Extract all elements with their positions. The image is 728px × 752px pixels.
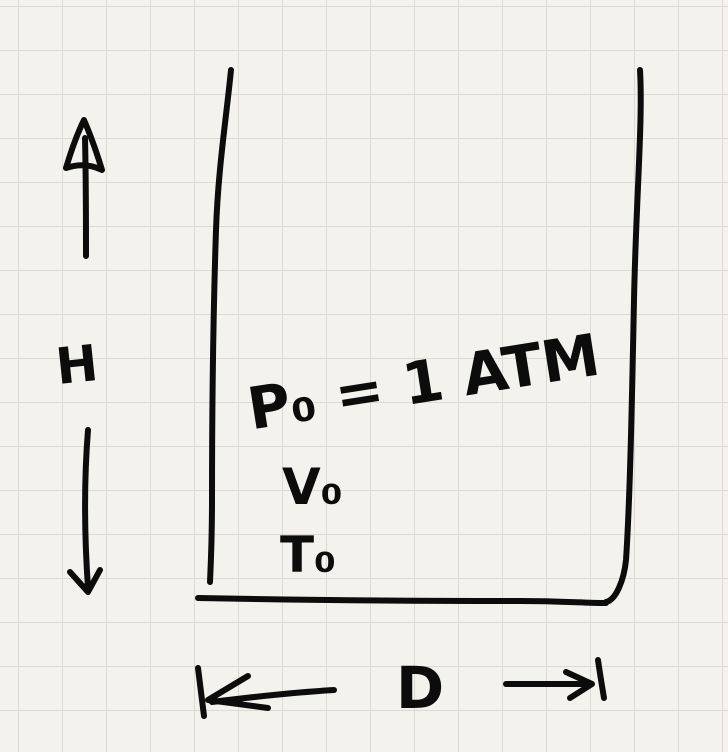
temperature-label: T₀ [280, 526, 337, 584]
height-arrowhead-up [63, 117, 105, 173]
height-arrowhead-down [67, 567, 103, 595]
container-floor [195, 595, 609, 606]
diameter-right-tick [595, 657, 607, 701]
diameter-arrowhead-left [205, 673, 271, 711]
diameter-left-tick [195, 665, 207, 719]
diameter-arrowhead-right [563, 669, 595, 701]
volume-label: V₀ [282, 458, 343, 516]
container-right-wall [603, 67, 644, 605]
container-left-wall [207, 67, 234, 585]
height-arrow-up [82, 135, 89, 259]
diameter-label: D [396, 654, 445, 722]
height-arrow-down [82, 427, 91, 591]
height-label: H [53, 333, 101, 397]
